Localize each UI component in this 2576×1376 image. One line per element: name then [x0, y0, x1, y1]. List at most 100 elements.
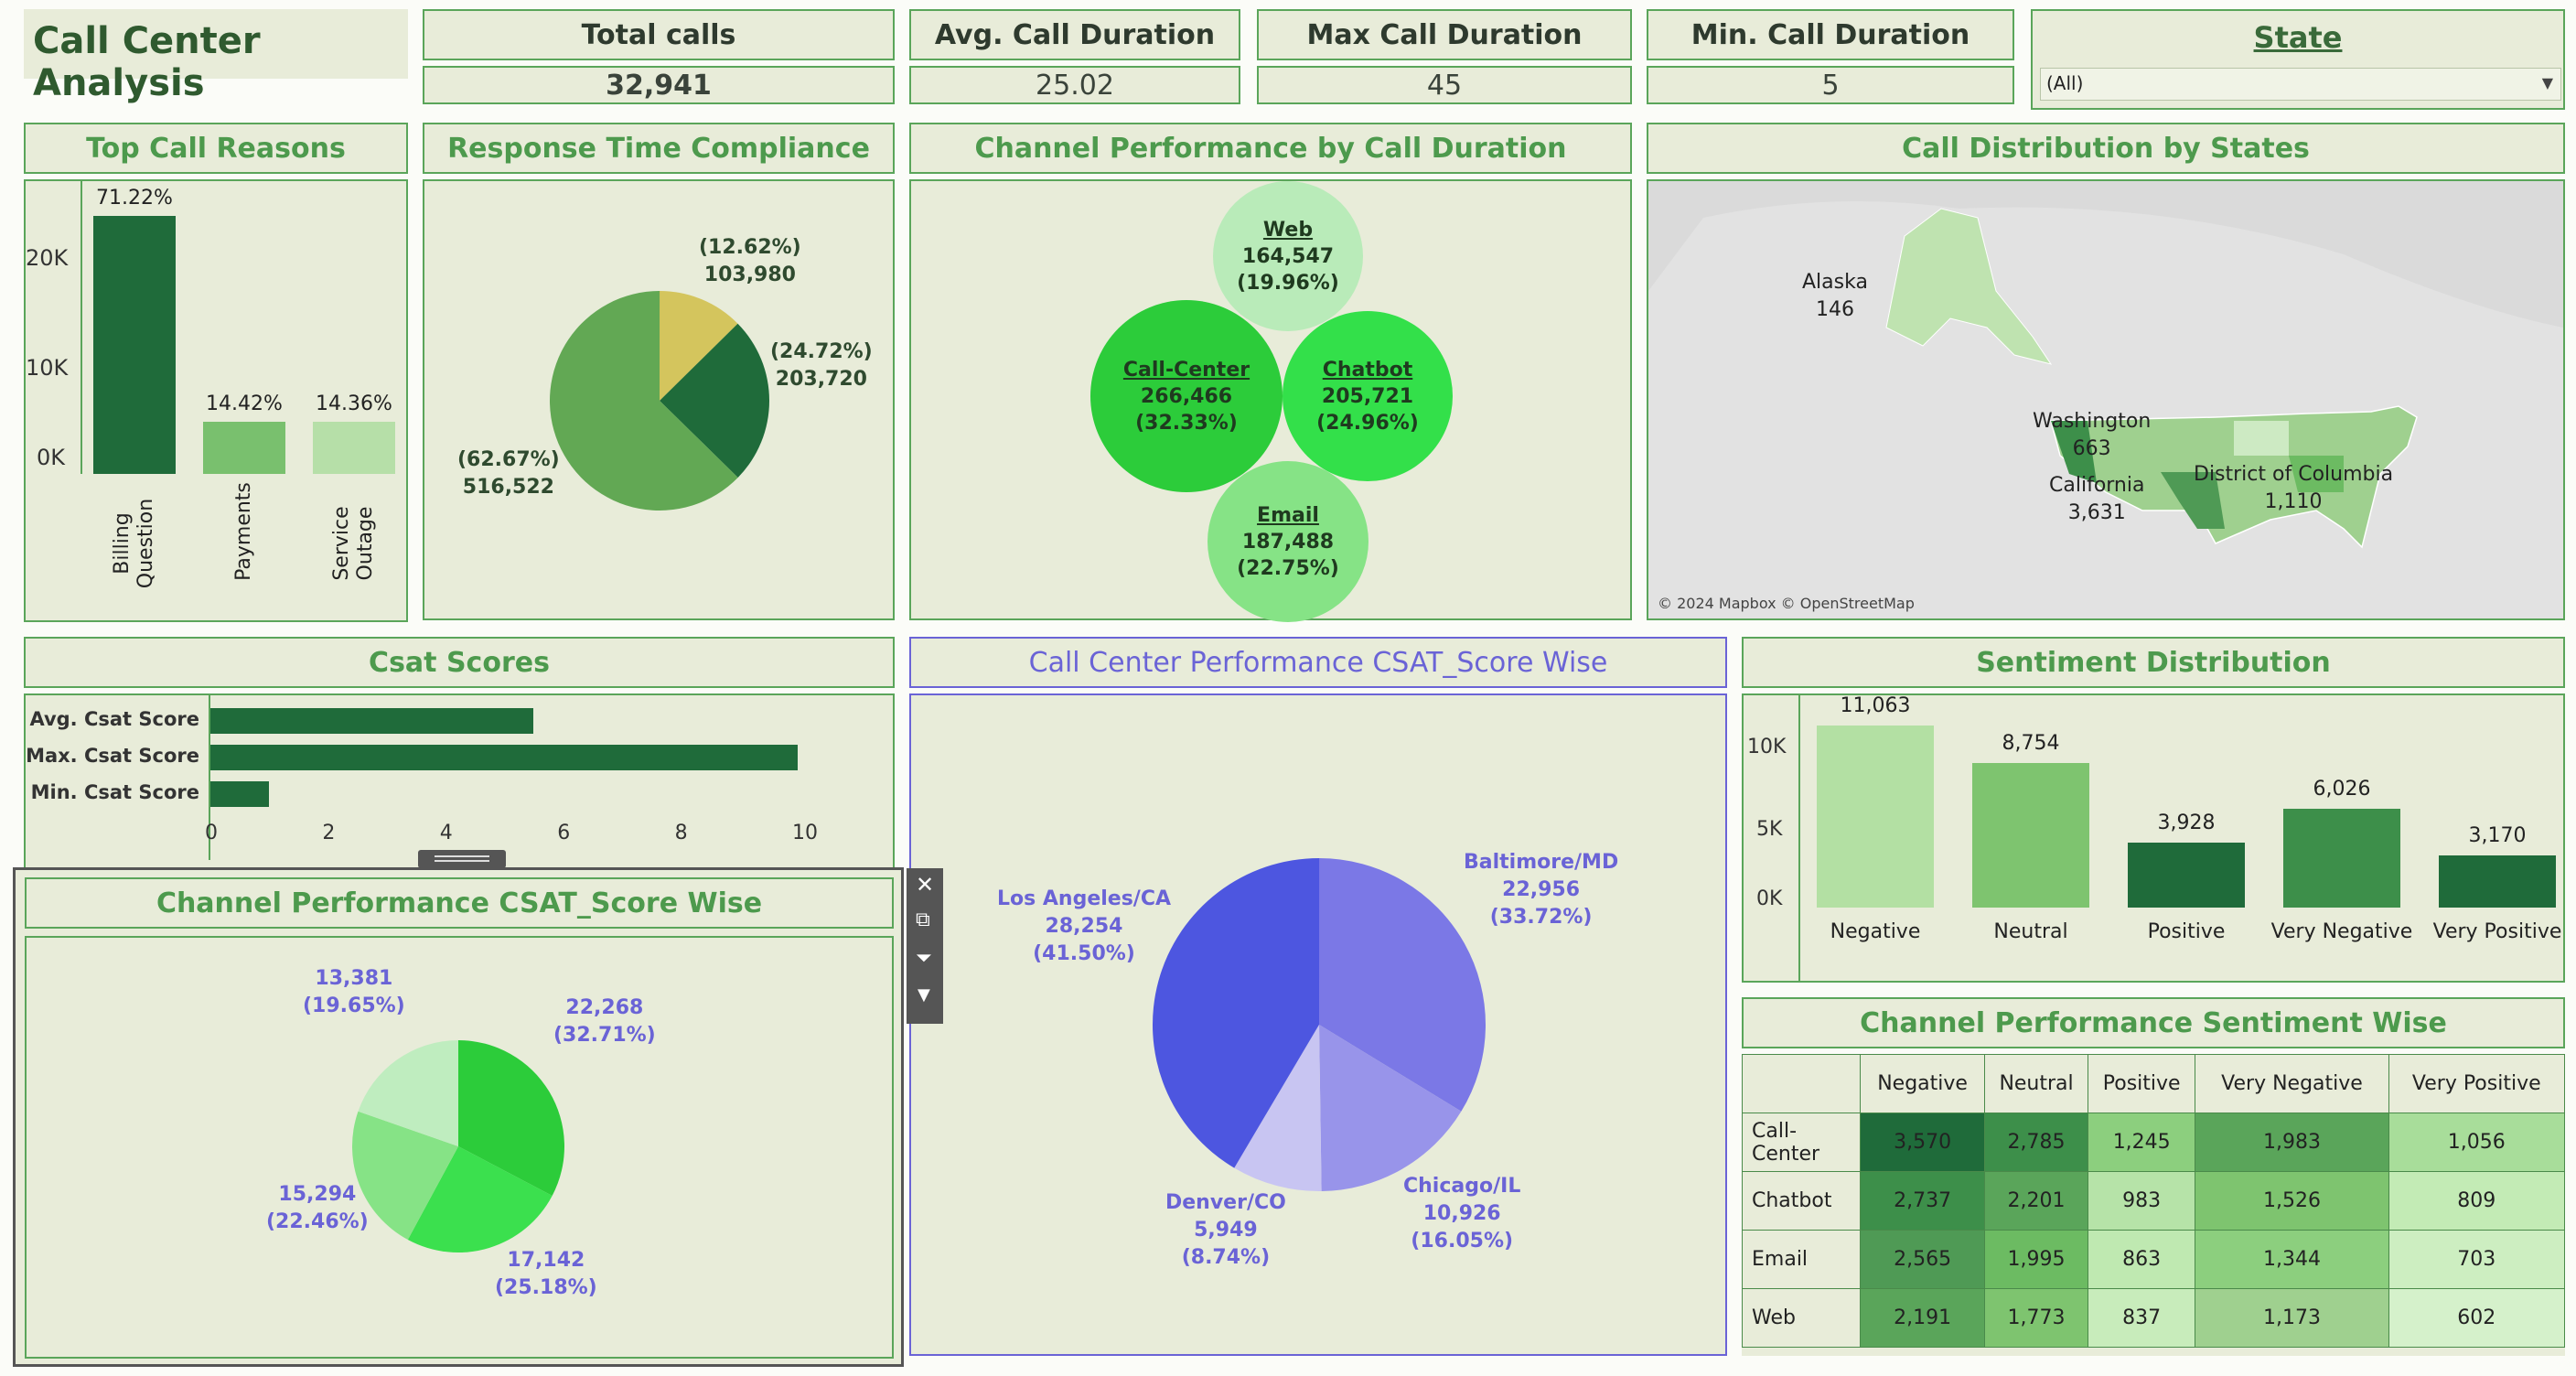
table-row: Chatbot 2,737 2,201 983 1,526 809	[1742, 1171, 2566, 1231]
csat-channel-title: Channel Performance CSAT_Score Wise	[156, 887, 763, 919]
table-header-row: Negative Neutral Positive Very Negative Very…	[1742, 1054, 2566, 1113]
map-label-california: California 3,631	[2049, 474, 2145, 524]
response-time-panel: (12.62%) 103,980 (24.72%) 203,720 (62.67%)…	[423, 179, 895, 620]
kpi-value: 5	[1821, 69, 1840, 102]
table-cell: 1,344	[2195, 1230, 2389, 1289]
pie-slice	[358, 1040, 458, 1146]
table-cell: 1,245	[2087, 1113, 2196, 1172]
top-call-reasons-panel: 20K 10K 0K 71.22% Billing Question 14.42% P…	[24, 179, 408, 622]
bar-data-label: 14.36%	[316, 392, 392, 416]
column-header: Very Negative	[2195, 1054, 2389, 1113]
x-tick-label: 0	[205, 822, 218, 844]
csat-row-label: Avg. Csat Score	[29, 708, 199, 730]
bar	[203, 422, 285, 474]
csat-channel-panel: 13,381 (19.65%) 22,268 (32.71%) 15,294 (22.…	[25, 936, 894, 1359]
table-cell: 1,173	[2195, 1288, 2389, 1348]
kpi-value-max-duration: 45	[1257, 66, 1632, 104]
open-external-icon[interactable]: ⧉	[916, 908, 930, 931]
column-header: Negative	[1859, 1054, 1986, 1113]
bar	[93, 216, 176, 474]
pie-label: (24.72%) 203,720	[770, 340, 873, 391]
pie-slice	[660, 323, 769, 478]
row-header: Email	[1742, 1230, 1861, 1289]
pie-slice	[550, 291, 738, 511]
sentiment-panel: 10K 5K 0K 11,063 Negative 8,754 Neutral 3,92…	[1742, 693, 2565, 983]
pie-slice	[351, 1111, 458, 1241]
csat-scores-title: Csat Scores	[369, 646, 550, 679]
response-time-pie	[550, 291, 769, 511]
csat-city-pie	[1153, 858, 1486, 1191]
map-attribution: © 2024 Mapbox © OpenStreetMap	[1658, 595, 1915, 612]
bar	[210, 745, 798, 770]
bar	[210, 781, 270, 807]
pie-label: Denver/CO 5,949 (8.74%)	[1165, 1191, 1286, 1269]
bar	[2128, 843, 2245, 908]
bar-data-label: 3,928	[2157, 812, 2216, 835]
close-icon[interactable]: ✕	[916, 872, 935, 898]
bar-category-label: Neutral	[1993, 920, 2068, 943]
table-cell: 2,201	[1984, 1171, 2088, 1231]
app-title-box: Call Center Analysis	[24, 9, 408, 104]
pie-slice	[1234, 1025, 1322, 1191]
pie-slice	[1319, 858, 1486, 1112]
drag-handle[interactable]	[418, 850, 506, 868]
panel-title-sentiment: Sentiment Distribution	[1742, 637, 2565, 688]
kpi-header-avg-duration: Avg. Call Duration	[909, 9, 1240, 60]
panel-title-csat-scores: Csat Scores	[24, 637, 895, 688]
csat-row-label: Max. Csat Score	[26, 745, 199, 767]
kpi-value: 45	[1426, 69, 1463, 102]
floating-panel[interactable]: Channel Performance CSAT_Score Wise 13,3…	[13, 850, 943, 1367]
floating-toolbar: ✕ ⧉ ⏷ ▼	[907, 868, 943, 1024]
pie-slice	[660, 291, 738, 401]
pie-slice	[407, 1146, 553, 1252]
sentiment-table-title: Channel Performance Sentiment Wise	[1860, 1006, 2447, 1039]
map-label-washington: Washington 663	[2033, 410, 2152, 460]
chevron-down-icon: ▼	[2541, 74, 2553, 91]
sentiment-title: Sentiment Distribution	[1976, 646, 2331, 679]
bar-data-label: 3,170	[2468, 823, 2527, 847]
y-tick-label: 10K	[1747, 736, 1787, 758]
page-title: Call Center Analysis	[33, 20, 261, 104]
y-axis-line	[80, 181, 82, 474]
kpi-label: Total calls	[581, 18, 736, 51]
bar-category-label: Negative	[1830, 920, 1921, 943]
sentiment-table-panel: Negative Neutral Positive Very Negative Very…	[1742, 1054, 2566, 1356]
table-cell: 2,737	[1859, 1171, 1986, 1231]
bar	[313, 422, 395, 474]
map-canvas	[1648, 181, 2563, 618]
state-filter-title: State	[2253, 20, 2343, 55]
kpi-label: Max Call Duration	[1306, 18, 1583, 51]
filter-icon[interactable]: ⏷	[916, 947, 932, 970]
table-cell: 1,773	[1984, 1288, 2088, 1348]
map-panel[interactable]: Alaska 146 Washington 663 California 3,631 …	[1647, 179, 2565, 620]
bar-data-label: 6,026	[2313, 777, 2371, 801]
map-label-alaska: Alaska 146	[1802, 271, 1868, 321]
bar-category-label: Very Positive	[2432, 920, 2562, 943]
bar-category-label: Positive	[2147, 920, 2226, 943]
table-cell: 2,785	[1984, 1113, 2088, 1172]
y-tick-label: 10K	[26, 355, 69, 381]
y-axis-line	[209, 695, 210, 860]
column-header: Very Positive	[2388, 1054, 2566, 1113]
table-cell: 602	[2388, 1288, 2566, 1348]
kpi-value-total-calls: 32,941	[423, 66, 895, 104]
table-cell: 2,565	[1859, 1230, 1986, 1289]
chevron-down-icon[interactable]: ▼	[918, 985, 930, 1005]
pie-label: 15,294 (22.46%)	[266, 1183, 369, 1233]
top-call-reasons-title: Top Call Reasons	[86, 132, 346, 165]
table-cell: 3,570	[1859, 1113, 1986, 1172]
bar-data-label: 8,754	[2002, 732, 2060, 756]
pie-label: 22,268 (32.71%)	[553, 996, 656, 1047]
x-tick-label: 6	[557, 822, 571, 844]
bar	[2283, 808, 2400, 908]
table-cell: 837	[2087, 1288, 2196, 1348]
pie-label: (62.67%) 516,522	[457, 448, 560, 499]
row-header: Web	[1742, 1288, 1861, 1348]
panel-title-csat-channel: Channel Performance CSAT_Score Wise	[25, 877, 894, 929]
table-cell: 983	[2087, 1171, 2196, 1231]
kpi-header-total-calls: Total calls	[423, 9, 895, 60]
x-tick-label: 10	[792, 822, 818, 844]
table-cell: 863	[2087, 1230, 2196, 1289]
bar	[210, 708, 534, 734]
state-dropdown[interactable]: (All) ▼	[2040, 68, 2561, 101]
